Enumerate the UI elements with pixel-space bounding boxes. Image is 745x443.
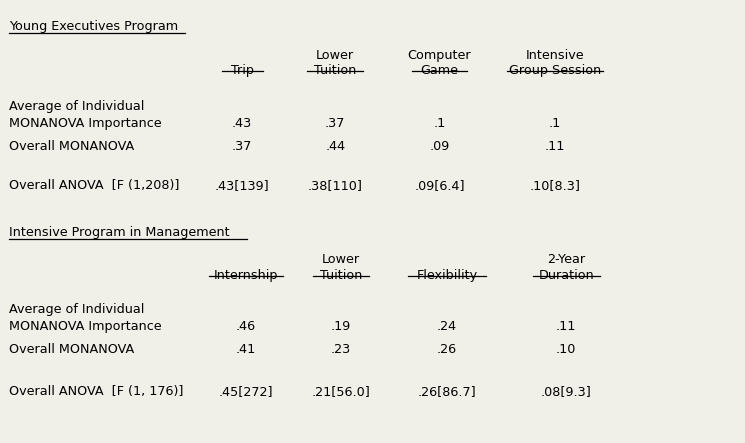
- Text: .43[139]: .43[139]: [215, 179, 270, 192]
- Text: Intensive: Intensive: [526, 49, 584, 62]
- Text: Duration: Duration: [539, 269, 594, 282]
- Text: .41: .41: [235, 343, 256, 356]
- Text: Average of Individual: Average of Individual: [9, 100, 145, 113]
- Text: Computer: Computer: [408, 49, 472, 62]
- Text: Lower: Lower: [322, 253, 361, 265]
- Text: .09[6.4]: .09[6.4]: [414, 179, 465, 192]
- Text: Intensive Program in Management: Intensive Program in Management: [9, 226, 229, 239]
- Text: .26[86.7]: .26[86.7]: [418, 385, 476, 398]
- Text: .10[8.3]: .10[8.3]: [530, 179, 580, 192]
- Text: Average of Individual: Average of Individual: [9, 303, 145, 316]
- Text: Tuition: Tuition: [320, 269, 362, 282]
- Text: Overall MONANOVA: Overall MONANOVA: [9, 140, 134, 152]
- Text: MONANOVA Importance: MONANOVA Importance: [9, 320, 162, 333]
- Text: .19: .19: [331, 320, 352, 333]
- Text: .45[272]: .45[272]: [218, 385, 273, 398]
- Text: Game: Game: [420, 64, 459, 77]
- Text: .1: .1: [549, 117, 561, 129]
- Text: .37: .37: [325, 117, 346, 129]
- Text: Internship: Internship: [214, 269, 278, 282]
- Text: Young Executives Program: Young Executives Program: [9, 20, 178, 33]
- Text: Overall MONANOVA: Overall MONANOVA: [9, 343, 134, 356]
- Text: .11: .11: [556, 320, 577, 333]
- Text: .23: .23: [331, 343, 352, 356]
- Text: .44: .44: [325, 140, 346, 152]
- Text: MONANOVA Importance: MONANOVA Importance: [9, 117, 162, 129]
- Text: .38[110]: .38[110]: [308, 179, 363, 192]
- Text: Tuition: Tuition: [314, 64, 356, 77]
- Text: .26: .26: [437, 343, 457, 356]
- Text: Trip: Trip: [231, 64, 253, 77]
- Text: .08[9.3]: .08[9.3]: [541, 385, 592, 398]
- Text: .21[56.0]: .21[56.0]: [312, 385, 370, 398]
- Text: .24: .24: [437, 320, 457, 333]
- Text: Overall ANOVA  [F (1, 176)]: Overall ANOVA [F (1, 176)]: [9, 385, 183, 398]
- Text: .10: .10: [556, 343, 577, 356]
- Text: Overall ANOVA  [F (1,208)]: Overall ANOVA [F (1,208)]: [9, 179, 180, 192]
- Text: Flexibility: Flexibility: [416, 269, 478, 282]
- Text: .46: .46: [235, 320, 256, 333]
- Text: Lower: Lower: [316, 49, 355, 62]
- Text: Group Session: Group Session: [509, 64, 601, 77]
- Text: .09: .09: [429, 140, 450, 152]
- Text: 2-Year: 2-Year: [547, 253, 586, 265]
- Text: .37: .37: [232, 140, 253, 152]
- Text: .11: .11: [545, 140, 565, 152]
- Text: .43: .43: [232, 117, 253, 129]
- Text: .1: .1: [434, 117, 446, 129]
